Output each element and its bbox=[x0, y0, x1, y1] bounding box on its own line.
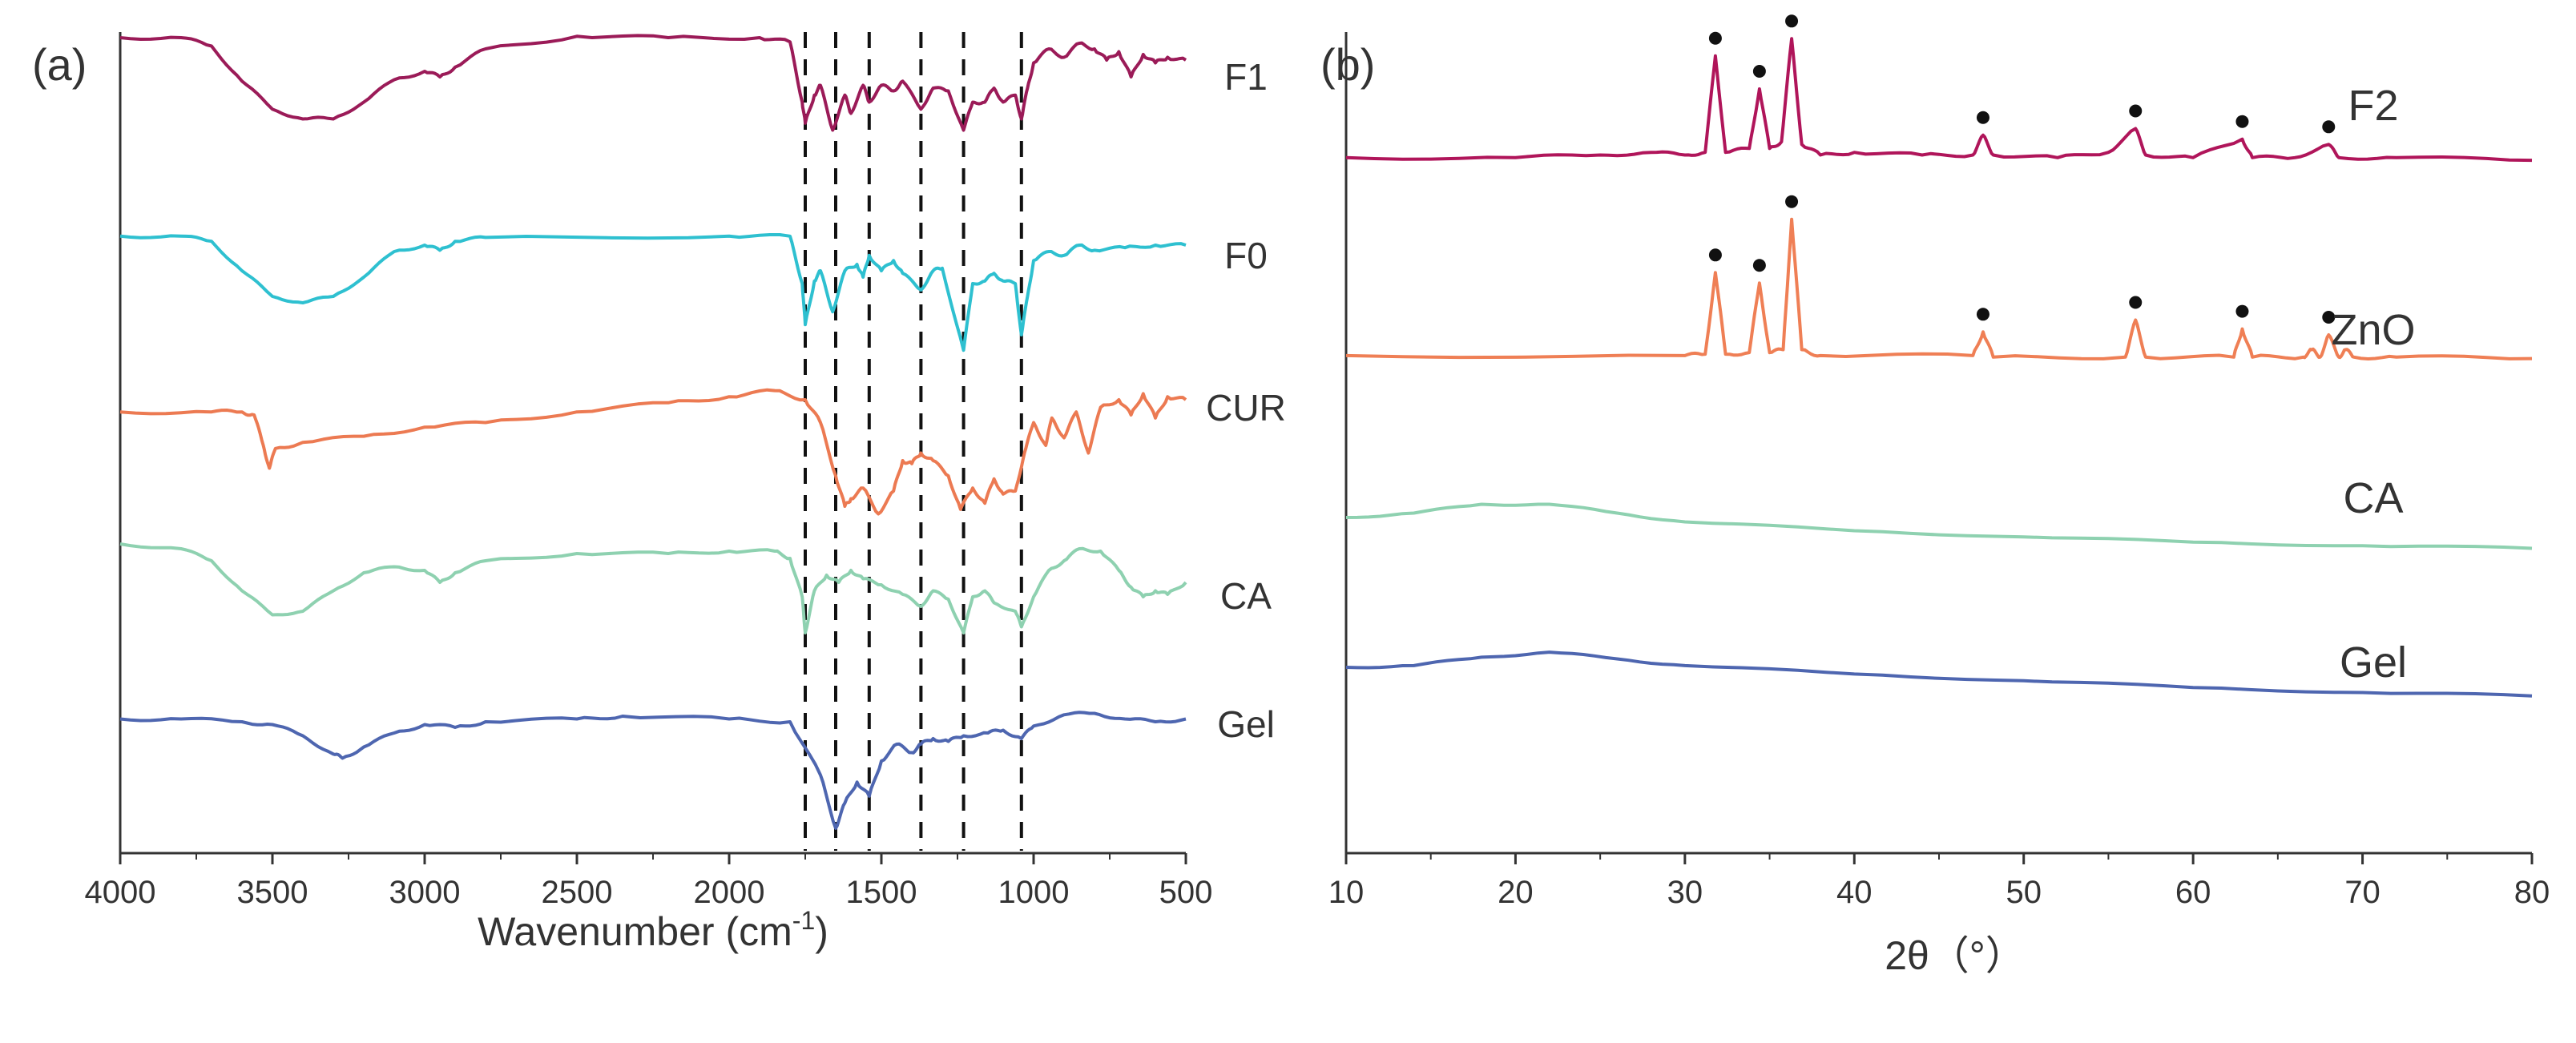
series-ca: CA bbox=[1345, 474, 2533, 550]
series-line-f0 bbox=[119, 233, 1187, 352]
x-tick-label: 1000 bbox=[998, 875, 1070, 910]
x-tick-label: 3500 bbox=[237, 875, 308, 910]
series-label-gel: Gel bbox=[2340, 638, 2407, 687]
x-axis-title-superscript: -1 bbox=[792, 906, 815, 935]
peak-marker-dot bbox=[2235, 304, 2249, 318]
peak-marker-dot bbox=[2322, 120, 2336, 134]
peak-marker-dot bbox=[1752, 259, 1766, 272]
peak-marker-dot bbox=[2129, 296, 2143, 309]
series-label-ca: CA bbox=[2343, 474, 2403, 522]
x-tick-label: 2500 bbox=[542, 875, 613, 910]
x-tick-label: 40 bbox=[1836, 875, 1873, 910]
x-tick-label: 1500 bbox=[846, 875, 917, 910]
series-line-f2 bbox=[1345, 37, 2533, 163]
series-line-gel bbox=[1345, 650, 2533, 698]
series-f2: F2 bbox=[1345, 14, 2533, 163]
peak-marker-dot bbox=[1785, 195, 1799, 208]
peak-marker-dot bbox=[1785, 14, 1799, 28]
series-label-zno: ZnO bbox=[2331, 306, 2415, 354]
series-line-ca bbox=[119, 542, 1187, 634]
x-tick-label: 3000 bbox=[389, 875, 461, 910]
series-cur: CUR bbox=[119, 387, 1286, 516]
peak-marker-dot bbox=[1976, 111, 1989, 124]
series-line-zno bbox=[1345, 217, 2533, 360]
x-axis-title: 2θ（°） bbox=[1885, 933, 2026, 978]
peak-marker-dot bbox=[1708, 248, 1722, 262]
x-tick-label: 20 bbox=[1498, 875, 1534, 910]
series-zno: ZnO bbox=[1345, 195, 2533, 360]
panel-b-xrd-chart: (b) 10 20 30 40 50 60 70 80 2θ（°） F2 ZnO CA Gel bbox=[1320, 14, 2550, 978]
series-label-gel: Gel bbox=[1217, 703, 1275, 745]
series-line-cur bbox=[119, 388, 1187, 516]
x-tick-label: 60 bbox=[2175, 875, 2211, 910]
x-tick-label: 2000 bbox=[694, 875, 765, 910]
series-ca: CA bbox=[119, 542, 1272, 634]
series-f1: F1 bbox=[119, 34, 1268, 132]
series-gel: Gel bbox=[119, 703, 1275, 830]
series-line-ca bbox=[1345, 502, 2533, 550]
peak-marker-dot bbox=[1976, 308, 1989, 321]
x-axis-title-text: Wavenumber (cm bbox=[478, 909, 792, 954]
panel-a-ftir-chart: (a) 4000 3500 3000 2500 2000 1500 1000 500 Wavenu… bbox=[32, 32, 1286, 954]
series-label-f1: F1 bbox=[1224, 56, 1268, 98]
series-label-f2: F2 bbox=[2348, 82, 2398, 130]
series-line-f1 bbox=[119, 34, 1187, 132]
x-tick-label: 80 bbox=[2514, 875, 2550, 910]
x-tick-label: 30 bbox=[1667, 875, 1703, 910]
peak-marker-dot bbox=[2129, 104, 2143, 118]
panel-label: (a) bbox=[32, 39, 87, 90]
x-axis-title-text: 2θ（°） bbox=[1885, 933, 2026, 978]
peak-marker-dot bbox=[1708, 31, 1722, 45]
x-tick-label: 10 bbox=[1328, 875, 1365, 910]
series-label-f0: F0 bbox=[1224, 235, 1268, 276]
series-line-gel bbox=[119, 711, 1187, 830]
series-f0: F0 bbox=[119, 233, 1268, 352]
peak-marker-dot bbox=[2322, 311, 2336, 324]
x-axis-title: Wavenumber (cm-1) bbox=[478, 906, 828, 954]
x-tick-label: 4000 bbox=[85, 875, 156, 910]
x-tick-label: 70 bbox=[2344, 875, 2380, 910]
series-label-ca: CA bbox=[1220, 575, 1272, 617]
series-label-cur: CUR bbox=[1206, 387, 1286, 429]
x-tick-label: 50 bbox=[2006, 875, 2042, 910]
series-gel: Gel bbox=[1345, 638, 2533, 698]
peak-marker-dot bbox=[1752, 65, 1766, 78]
panel-label: (b) bbox=[1320, 39, 1375, 90]
x-axis-title-end: ) bbox=[815, 909, 828, 954]
x-tick-label: 500 bbox=[1159, 875, 1213, 910]
peak-marker-dot bbox=[2235, 115, 2249, 128]
